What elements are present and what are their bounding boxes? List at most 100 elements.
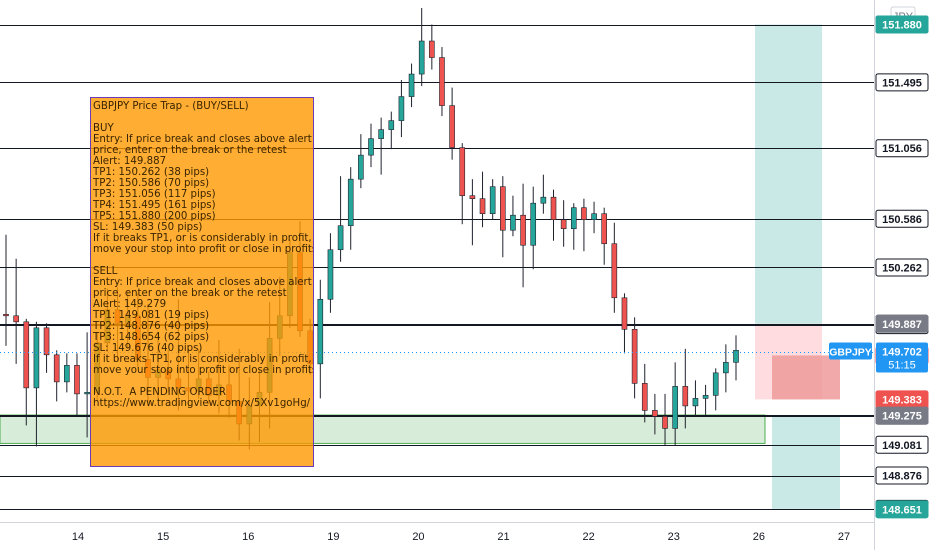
candle[interactable] (3, 234, 9, 346)
candle[interactable] (489, 179, 496, 220)
level-price-label[interactable]: 151.495 (875, 73, 929, 92)
axis-price-tag[interactable]: 149.275 (875, 406, 929, 425)
candle[interactable] (631, 317, 638, 399)
candle[interactable] (378, 117, 384, 175)
axis-price-tag[interactable]: 148.651 (875, 500, 929, 519)
level-price-label-text: 151.495 (882, 77, 922, 89)
candle[interactable] (337, 176, 344, 262)
candle[interactable] (43, 323, 50, 373)
candle[interactable] (388, 111, 395, 150)
candle[interactable] (53, 350, 60, 402)
candle[interactable] (13, 258, 19, 364)
candle[interactable] (581, 198, 587, 252)
level-price-label[interactable]: 150.586 (875, 209, 929, 228)
candle[interactable] (530, 186, 537, 270)
time-axis-bg[interactable] (0, 522, 874, 550)
candle[interactable] (652, 393, 658, 435)
axis-price-tag-text: 148.651 (882, 504, 922, 516)
candle[interactable] (358, 134, 364, 189)
level-price-label[interactable]: 148.876 (875, 466, 929, 485)
candle[interactable] (672, 362, 678, 445)
candle[interactable] (702, 384, 709, 415)
candle[interactable] (74, 353, 80, 417)
candle[interactable] (439, 47, 445, 117)
candle-body (84, 392, 90, 395)
candle-body (3, 314, 9, 317)
time-tick-label: 15 (157, 531, 169, 543)
candle-body (641, 383, 648, 411)
axis-price-tag[interactable]: 151.880 (875, 15, 929, 34)
candle-body (337, 225, 344, 251)
trade-plan-note[interactable]: GBPJPY Price Trap - (BUY/SELL) BUY Entry: … (90, 97, 314, 467)
candle[interactable] (429, 24, 435, 70)
zone-sell-target[interactable] (772, 415, 840, 509)
symbol-tag[interactable]: GBPJPY (829, 342, 872, 360)
candle[interactable] (692, 380, 699, 417)
candle[interactable] (418, 8, 425, 87)
candle[interactable] (449, 87, 455, 160)
zone-buy-target[interactable] (755, 24, 822, 324)
candle[interactable] (459, 143, 466, 225)
candle[interactable] (368, 123, 374, 168)
candle[interactable] (591, 201, 597, 234)
candle[interactable] (33, 321, 40, 447)
time-tick-label: 16 (242, 531, 254, 543)
candle-body (347, 178, 354, 227)
time-tick-label: 14 (72, 531, 84, 543)
candle[interactable] (398, 80, 405, 138)
candle[interactable] (469, 179, 476, 246)
time-axis: 14 15 16 19 20 21 22 23 26 27 (0, 522, 874, 550)
candle[interactable] (641, 363, 648, 423)
candle[interactable] (317, 279, 324, 399)
candle[interactable] (347, 167, 354, 250)
candle[interactable] (601, 207, 607, 265)
level-price-label[interactable]: 151.056 (875, 139, 929, 158)
axis-price-tag[interactable]: 149.383 (875, 390, 929, 409)
candle[interactable] (723, 344, 729, 393)
level-price-label[interactable]: 150.262 (875, 258, 929, 277)
note-line: move your stop into profit or close in p… (93, 365, 314, 376)
time-tick-label: 26 (753, 531, 765, 543)
candle[interactable] (23, 318, 30, 426)
candle[interactable] (550, 189, 557, 241)
candle-body (53, 354, 60, 383)
candle[interactable] (408, 63, 415, 108)
candle[interactable] (570, 203, 577, 250)
level-price-label-text: 150.586 (882, 214, 922, 226)
candle[interactable] (327, 233, 334, 313)
candle-body (500, 186, 506, 231)
candle[interactable] (500, 176, 506, 258)
candle-body (449, 105, 455, 148)
candle[interactable] (479, 171, 486, 228)
note-line: https://www.tradingview.com/x/5Xv1goHg/ (93, 398, 311, 409)
axis-price-tag[interactable]: 149.887 (875, 314, 929, 333)
candle[interactable] (682, 348, 689, 429)
candle[interactable] (621, 293, 628, 354)
candle[interactable] (712, 368, 719, 411)
candle-body (611, 243, 618, 299)
zone-sell-stop[interactable] (772, 355, 840, 400)
current-price-text: 149.702 (882, 347, 922, 359)
note-line: SL: 149.676 (40 pips) (93, 343, 203, 354)
candle[interactable] (64, 353, 70, 393)
candle-body (43, 327, 50, 356)
note-line: Entry: If price break and closes above a… (93, 134, 312, 145)
note-line (93, 255, 311, 266)
candle[interactable] (540, 174, 547, 214)
candle[interactable] (520, 183, 526, 288)
candle-body (723, 362, 729, 374)
candle[interactable] (84, 332, 90, 438)
candle[interactable] (510, 195, 516, 237)
candle[interactable] (733, 335, 739, 381)
time-tick-label: 19 (327, 531, 339, 543)
candle[interactable] (560, 200, 567, 247)
note-line: TP1: 150.262 (38 pips) (93, 167, 210, 178)
candle-body (418, 40, 425, 75)
candle-body (560, 219, 567, 230)
candle[interactable] (611, 222, 618, 313)
level-price-label[interactable]: 149.081 (875, 435, 929, 454)
candle-body (489, 186, 496, 215)
candle[interactable] (662, 393, 668, 445)
